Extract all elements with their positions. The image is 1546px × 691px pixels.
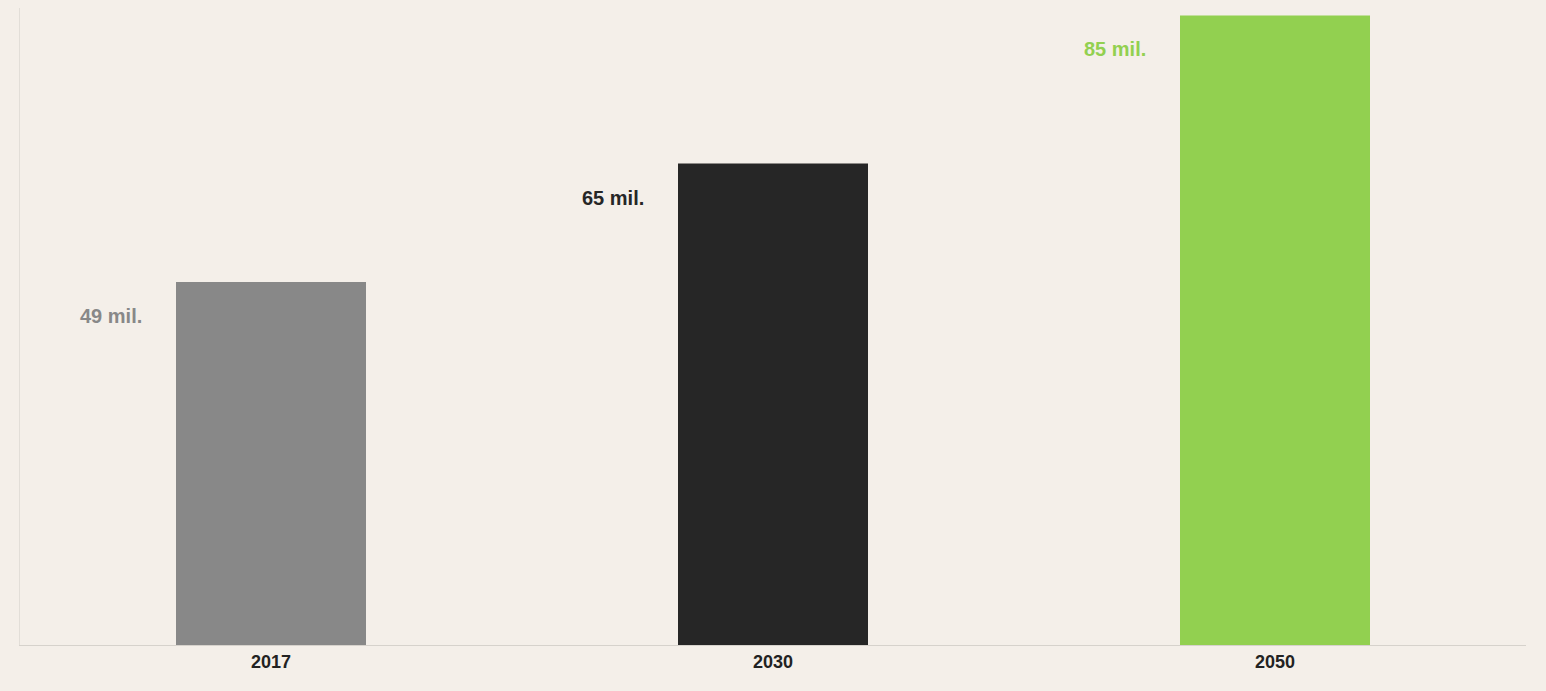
svg-text:49 mil.: 49 mil. bbox=[80, 305, 142, 327]
svg-text:2017: 2017 bbox=[251, 652, 291, 672]
svg-text:2030: 2030 bbox=[753, 652, 793, 672]
svg-text:2050: 2050 bbox=[1255, 652, 1295, 672]
svg-text:85 mil.: 85 mil. bbox=[1084, 38, 1146, 60]
svg-text:65 mil.: 65 mil. bbox=[582, 187, 644, 209]
